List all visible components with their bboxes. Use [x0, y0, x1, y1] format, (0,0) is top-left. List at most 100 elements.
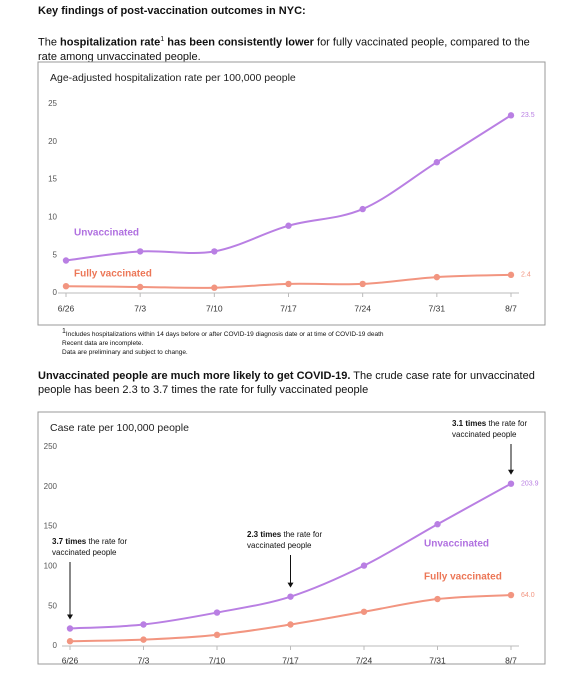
data-point: [434, 521, 441, 528]
data-point: [360, 608, 368, 615]
series-label: Fully vaccinated: [74, 269, 152, 280]
y-tick-label: 20: [48, 137, 57, 146]
annotation-bold: 3.1 times: [452, 419, 487, 428]
annotation: vaccinated people: [452, 430, 517, 439]
chart-title: Age-adjusted hospitalization rate per 10…: [50, 72, 296, 84]
x-tick-label: 7/3: [138, 655, 150, 665]
annotation: 3.7 times the rate for: [52, 537, 128, 546]
x-tick-label: 7/10: [209, 655, 226, 665]
annotation: 2.3 times the rate for: [247, 530, 323, 539]
data-point: [140, 621, 147, 628]
paragraph: The hospitalization rate1 has been consi…: [38, 33, 538, 64]
data-point: [359, 205, 366, 213]
data-point: [287, 621, 294, 628]
footnote: 1Includes hospitalizations within 14 day…: [62, 327, 384, 357]
x-tick-label: 7/10: [206, 303, 223, 313]
y-tick-label: 0: [53, 288, 58, 297]
x-tick-label: 7/3: [134, 303, 146, 313]
annotation: 3.1 times the rate for: [452, 419, 528, 428]
data-point: [285, 280, 292, 288]
text: Includes hospitalizations within 14 days…: [65, 331, 384, 339]
text: Data are preliminary and subject to chan…: [62, 349, 188, 357]
annotation: vaccinated people: [52, 548, 117, 557]
data-point: [433, 273, 441, 281]
arrow-head: [508, 469, 514, 475]
value-label: 64.0: [521, 592, 535, 599]
text: has been consistently lower: [164, 36, 314, 49]
x-tick-label: 7/31: [429, 655, 446, 665]
y-tick-label: 50: [48, 601, 57, 610]
x-tick-label: 7/17: [280, 303, 297, 313]
footnote-ref: 1: [160, 36, 165, 43]
chart-frame: [37, 411, 546, 665]
data-point: [213, 609, 221, 616]
annotation-bold: 2.3 times: [247, 530, 282, 539]
text: Unvaccinated people are much more likely…: [38, 370, 351, 382]
arrow-head: [287, 582, 294, 588]
x-tick-label: 7/24: [356, 655, 373, 665]
data-point: [433, 159, 441, 166]
y-tick-label: 100: [44, 562, 58, 571]
data-point: [211, 284, 218, 291]
heading: Key findings of post-vaccination outcome…: [38, 5, 306, 17]
data-point: [359, 280, 366, 288]
footnote-mark: 1: [62, 328, 66, 335]
data-point: [434, 595, 441, 603]
data-point: [360, 562, 368, 569]
series-label: Unvaccinated: [74, 228, 139, 239]
value-label: 2.4: [521, 272, 531, 279]
series-line: [65, 114, 512, 262]
text: for fully vaccinated people, compared to…: [38, 36, 530, 63]
data-point: [66, 638, 74, 645]
x-tick-label: 6/26: [62, 655, 79, 665]
x-tick-label: 8/7: [505, 655, 517, 665]
annotation-bold: 3.7 times: [52, 537, 87, 546]
data-point: [287, 593, 294, 600]
arrow-head: [67, 614, 73, 620]
x-tick-label: 6/26: [58, 303, 75, 313]
data-point: [507, 112, 515, 119]
x-tick-label: 7/24: [354, 303, 371, 313]
y-tick-label: 150: [44, 522, 58, 531]
text: hospitalization rate: [60, 36, 161, 49]
value-label: 23.5: [521, 112, 535, 119]
y-tick-label: 0: [53, 641, 58, 650]
series-label: Fully vaccinated: [424, 572, 502, 583]
annotation-text: the rate for: [88, 537, 127, 546]
data-point: [285, 222, 292, 229]
data-point: [140, 636, 147, 643]
text: Recent data are incomplete.: [62, 340, 144, 348]
y-tick-label: 10: [48, 213, 57, 222]
y-tick-label: 5: [53, 250, 58, 259]
data-point: [211, 248, 218, 255]
data-point: [66, 625, 74, 632]
annotation: vaccinated people: [247, 541, 312, 550]
chart-title: Case rate per 100,000 people: [50, 422, 189, 434]
annotation-text: the rate for: [283, 530, 322, 539]
series-label: Unvaccinated: [424, 539, 489, 550]
text: The: [38, 36, 61, 49]
chart-frame: [37, 61, 546, 326]
data-point: [213, 631, 221, 639]
text: The crude case rate for unvaccinated peo…: [38, 370, 535, 396]
data-point: [136, 248, 144, 255]
annotation-text: the rate for: [488, 419, 527, 428]
x-tick-label: 7/17: [282, 655, 299, 665]
x-tick-label: 7/31: [429, 303, 446, 313]
x-tick-label: 8/7: [505, 303, 517, 313]
y-tick-label: 15: [48, 175, 57, 184]
data-point: [62, 257, 70, 264]
data-point: [507, 271, 515, 279]
y-tick-label: 200: [44, 482, 58, 491]
y-tick-label: 25: [48, 99, 57, 108]
value-label: 203.9: [521, 481, 539, 488]
paragraph: Unvaccinated people are much more likely…: [38, 369, 538, 397]
data-point: [507, 480, 515, 487]
data-point: [136, 283, 144, 291]
data-point: [62, 282, 70, 290]
data-point: [507, 591, 515, 599]
series-line: [69, 594, 512, 643]
y-tick-label: 250: [44, 442, 58, 451]
